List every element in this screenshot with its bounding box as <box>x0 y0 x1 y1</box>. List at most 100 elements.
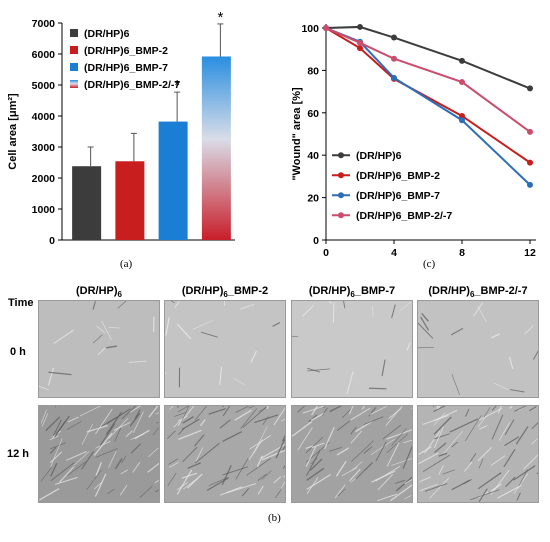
y-tick-label: 20 <box>307 193 319 205</box>
cell-streak <box>169 461 179 468</box>
cell-streak <box>235 406 249 413</box>
cell-streak <box>108 327 120 329</box>
cell-streak <box>504 419 515 436</box>
y-tick-label: 100 <box>301 23 319 35</box>
cell-streak <box>50 462 75 482</box>
micrograph-texture <box>165 406 285 502</box>
cell-streak <box>493 382 509 391</box>
cell-streak <box>490 333 500 339</box>
cell-streak <box>305 436 324 454</box>
column-title: (DR/HP)6_BMP-7 <box>291 285 413 299</box>
cell-streak <box>129 412 141 427</box>
micrograph <box>417 405 539 503</box>
cell-streak <box>130 433 145 441</box>
cell-streak <box>524 325 534 335</box>
micrograph-texture <box>418 301 538 397</box>
cell-streak <box>464 415 482 442</box>
cell-streak <box>438 452 448 457</box>
cell-streak <box>491 406 497 411</box>
significance-marker: * <box>217 9 223 26</box>
cell-streak <box>95 408 113 435</box>
cell-streak <box>429 477 450 499</box>
cell-streak <box>107 488 115 494</box>
column-title: (DR/HP)6_BMP-2/-7 <box>417 285 539 299</box>
cell-streak <box>351 461 363 471</box>
bar <box>201 56 231 241</box>
cell-streak <box>516 492 521 501</box>
cell-streak <box>336 420 351 431</box>
cell-streak <box>381 359 386 377</box>
cell-streak <box>310 406 319 416</box>
cell-streak <box>240 408 258 429</box>
cell-streak <box>121 406 137 420</box>
cell-streak <box>324 426 335 450</box>
legend-label: (DR/HP)6_BMP-2 <box>356 170 440 182</box>
bar <box>72 166 102 240</box>
y-axis-label: "Wound" area [%] <box>291 87 303 181</box>
cell-streak <box>261 449 285 461</box>
cell-streak <box>434 442 447 453</box>
cell-streak <box>337 488 346 497</box>
legend-marker <box>338 192 344 199</box>
cell-streak <box>106 408 131 425</box>
y-tick-label: 4000 <box>32 111 56 123</box>
cell-streak <box>478 488 488 502</box>
data-point <box>459 112 465 119</box>
micrograph-background <box>165 301 285 397</box>
cell-streak <box>86 469 102 491</box>
cell-streak <box>419 483 439 492</box>
cell-streak <box>435 406 441 410</box>
micrograph-background <box>292 301 412 397</box>
cell-streak <box>419 476 432 483</box>
cell-streak <box>350 426 357 435</box>
cell-streak <box>249 435 271 450</box>
micrograph <box>291 405 413 503</box>
cell-streak <box>101 320 112 340</box>
cell-streak <box>128 360 147 363</box>
cell-streak <box>477 415 487 428</box>
micrograph <box>164 300 286 398</box>
column-title-base: (DR/HP) <box>428 285 470 297</box>
cell-streak <box>305 445 314 450</box>
cell-streak <box>262 416 269 425</box>
cell-streak <box>306 473 332 490</box>
cell-streak <box>513 465 536 481</box>
cell-streak <box>424 483 448 492</box>
cell-streak <box>351 440 374 462</box>
cell-streak <box>81 451 95 470</box>
cell-streak <box>332 302 335 324</box>
cell-streak <box>165 317 170 336</box>
cell-streak <box>99 423 116 447</box>
cell-streak <box>442 431 463 455</box>
cell-streak <box>508 356 514 370</box>
cell-streak <box>241 488 250 497</box>
cell-streak <box>404 478 412 485</box>
cell-streak <box>194 434 205 447</box>
cell-streak <box>391 304 396 319</box>
cell-streak <box>114 458 123 470</box>
cell-streak <box>308 414 318 423</box>
data-point <box>459 117 465 124</box>
data-point <box>527 85 533 92</box>
cell-streak <box>465 408 470 417</box>
cell-streak <box>186 473 203 489</box>
cell-streak <box>181 418 200 430</box>
y-axis-label: Cell area [μm²] <box>7 93 19 170</box>
cell-streak <box>125 430 133 438</box>
cell-streak <box>113 421 131 431</box>
cell-streak <box>434 433 450 440</box>
column-title-base: (DR/HP) <box>75 285 118 297</box>
legend-label: (DR/HP)6 <box>356 150 402 162</box>
micrograph <box>164 405 286 503</box>
cell-streak <box>95 462 103 476</box>
cell-streak <box>187 462 201 469</box>
cell-streak <box>180 406 190 424</box>
cell-streak <box>92 334 103 344</box>
cell-streak <box>348 406 354 415</box>
cell-streak <box>221 465 232 485</box>
cell-streak <box>402 445 412 469</box>
cell-streak <box>477 305 487 322</box>
cell-streak <box>132 461 141 473</box>
cell-streak <box>509 406 514 409</box>
cell-streak <box>219 419 231 429</box>
